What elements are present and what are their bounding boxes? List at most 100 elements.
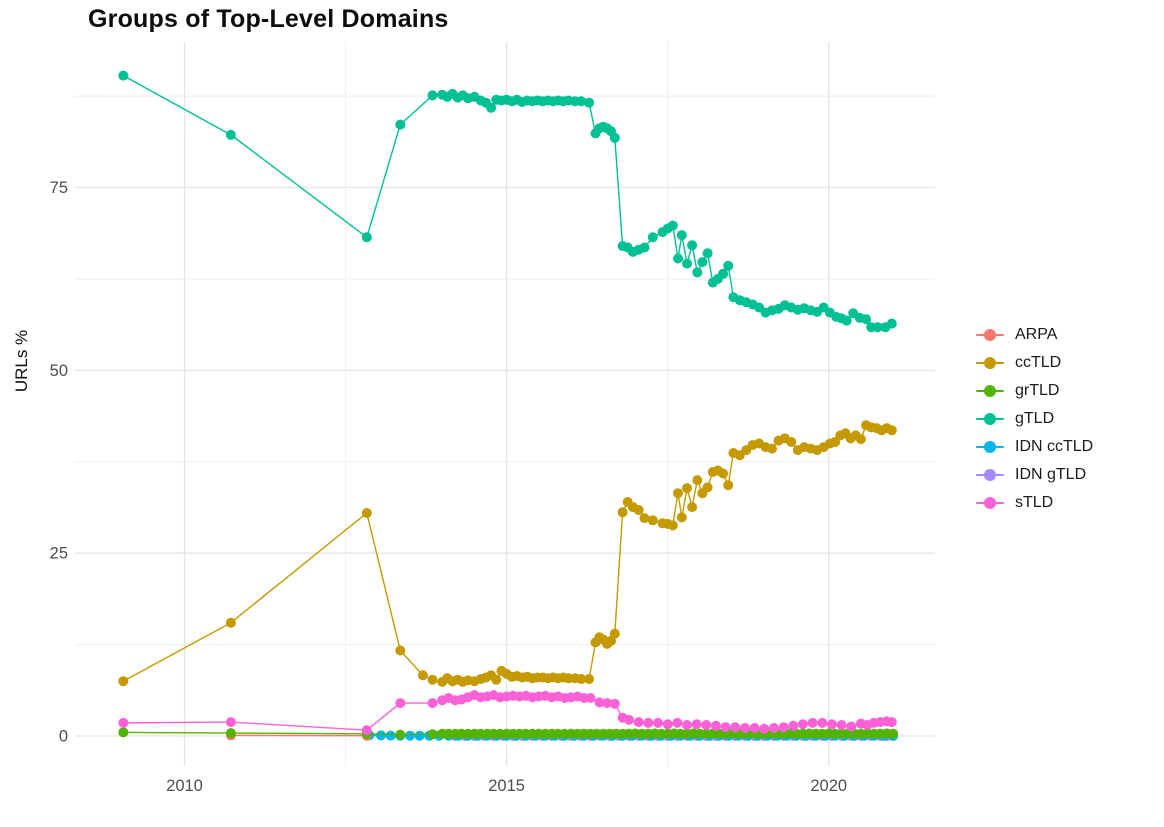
data-point [702, 482, 713, 493]
data-point [720, 722, 731, 733]
data-point [225, 717, 236, 728]
legend-label: sTLD [1015, 494, 1054, 511]
data-point [855, 434, 866, 445]
legend-label: ARPA [1015, 326, 1058, 343]
data-point [687, 240, 698, 251]
data-point [888, 728, 899, 739]
legend-label: gTLD [1015, 410, 1055, 427]
data-point [662, 719, 673, 730]
data-point [797, 719, 808, 730]
data-point [653, 717, 663, 728]
y-tick-label: 50 [50, 362, 68, 380]
data-point [718, 468, 729, 479]
legend-marker-icon [975, 409, 1005, 429]
y-tick-label: 25 [50, 545, 68, 563]
series-line [122, 74, 893, 328]
data-point [672, 717, 683, 728]
legend-label: IDN ccTLD [1015, 438, 1094, 455]
data-point [886, 425, 897, 436]
data-point [667, 220, 678, 231]
data-point [118, 727, 129, 738]
data-point [817, 717, 828, 728]
data-point [594, 697, 605, 708]
data-point [491, 674, 502, 685]
data-point [361, 725, 372, 736]
data-point [624, 714, 634, 725]
data-point [576, 96, 587, 107]
data-point [609, 628, 620, 639]
series-arpa [225, 730, 372, 741]
data-point [585, 693, 596, 703]
legend-item-idn-gtld: IDN gTLD [975, 461, 1093, 489]
data-point [225, 617, 236, 628]
data-point [417, 670, 428, 681]
y-tick-label: 0 [59, 728, 68, 746]
data-point [405, 730, 415, 741]
data-point [692, 267, 703, 278]
data-point [718, 268, 729, 279]
legend-marker-icon [975, 465, 1005, 485]
series-gtld [118, 70, 897, 333]
data-point [778, 722, 789, 733]
data-point [361, 232, 372, 243]
data-point [395, 698, 406, 709]
data-point [749, 723, 760, 733]
data-point [427, 674, 438, 685]
data-point [697, 257, 708, 268]
legend-item-idn-cctld: IDN ccTLD [975, 433, 1093, 461]
data-point [682, 258, 692, 269]
legend-label: ccTLD [1015, 354, 1062, 371]
data-point [730, 722, 741, 733]
data-point [647, 232, 658, 243]
data-point [682, 483, 692, 494]
data-point [385, 730, 396, 741]
data-point [639, 513, 650, 524]
data-point [702, 248, 713, 259]
data-point [118, 70, 129, 81]
data-point [225, 728, 236, 739]
data-point [376, 730, 386, 741]
data-point [667, 520, 678, 531]
data-point [759, 723, 770, 734]
data-point [609, 698, 620, 709]
data-point [395, 729, 406, 740]
data-point [609, 132, 620, 143]
chart-title: Groups of Top-Level Domains [88, 5, 449, 33]
data-point [639, 242, 650, 253]
data-point [826, 719, 837, 730]
data-point [414, 730, 425, 741]
data-point [682, 720, 692, 730]
data-point [427, 729, 438, 740]
data-point [427, 698, 438, 709]
data-point [584, 97, 595, 108]
legend-marker-icon [975, 381, 1005, 401]
data-point [872, 322, 883, 333]
data-point [643, 717, 654, 728]
x-tick-label: 2010 [166, 777, 203, 795]
data-point [395, 645, 406, 656]
legend-item-arpa: ARPA [975, 321, 1093, 349]
legend-item-gtld: gTLD [975, 405, 1093, 433]
series-stld [118, 690, 897, 736]
data-point [673, 253, 683, 264]
x-tick-label: 2015 [488, 777, 525, 795]
data-point [427, 90, 438, 101]
data-point [841, 315, 852, 326]
data-point [633, 717, 644, 728]
legend-marker-icon [975, 437, 1005, 457]
data-point [723, 260, 734, 271]
data-point [786, 437, 797, 447]
legend: ARPA ccTLD grTLD gTLD IDN ccTLD IDN gTLD sTLD [975, 321, 1093, 517]
legend-marker-icon [975, 325, 1005, 345]
data-point [673, 488, 683, 499]
legend-item-grtld: grTLD [975, 377, 1093, 405]
data-point [602, 698, 613, 709]
data-point [711, 720, 721, 731]
data-point [361, 508, 372, 518]
legend-marker-icon [975, 493, 1005, 513]
data-point [767, 443, 777, 454]
series-cctld [118, 420, 897, 687]
data-point [692, 475, 703, 486]
data-point [723, 480, 734, 491]
